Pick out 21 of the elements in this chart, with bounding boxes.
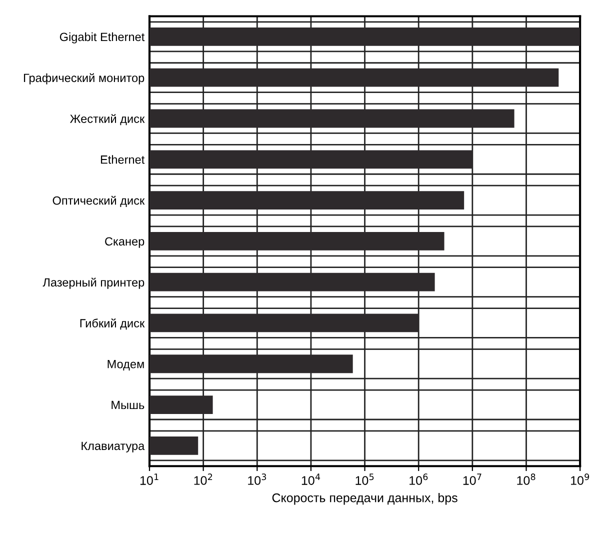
x-tick-label: 10$^{7}$ [463, 474, 482, 485]
y-tick-label: Клавиатура [82, 442, 145, 452]
y-tick-label: Gigabit Ethernet [60, 32, 145, 44]
x-tick-label: 10$^{5}$ [356, 474, 374, 485]
y-tick-label: Ethernet [100, 155, 145, 164]
y-tick-label: Лазерный принтер [42, 278, 144, 289]
x-tick-label: 10$^{4}$ [302, 474, 320, 485]
y-tick-label: Оптический диск [52, 196, 145, 207]
x-tick-label: 10$^{2}$ [194, 474, 212, 485]
x-tick-label: 10$^{3}$ [248, 474, 266, 485]
x-tick-label: 10$^{8}$ [517, 474, 536, 485]
x-tick-label: 10$^{1}$ [140, 474, 158, 485]
y-tick-label: Модем [108, 360, 144, 371]
y-tick-label: Мышь [112, 400, 144, 410]
y-tick-label: Сканер [105, 237, 144, 248]
y-tick-label: Графический монитор [24, 73, 144, 84]
y-tick-label: Жесткий диск [70, 114, 145, 126]
y-tick-label: Гибкий диск [80, 318, 145, 330]
x-tick-label: 10$^{6}$ [410, 474, 428, 485]
x-tick-label: 10$^{9}$ [571, 474, 590, 485]
x-axis-title: Скорость передачи данных, bps [272, 493, 458, 505]
